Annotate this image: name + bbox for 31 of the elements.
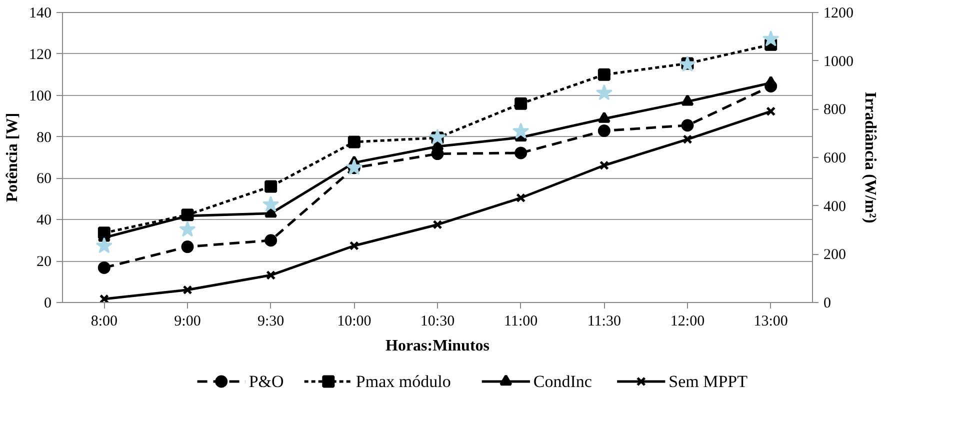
x-tick-label: 8:00 [90,314,118,330]
x-tick-label: 9:30 [258,314,284,330]
y-tick-label: 60 [36,171,52,188]
y2-tick-label: 1200 [824,6,854,22]
legend-label: CondInc [533,372,592,391]
y2-tick-label: 400 [824,198,846,215]
y2-tick-label: 0 [824,296,831,312]
legend-label: Sem MPPT [668,372,748,391]
y2-tick-label: 1000 [824,54,854,70]
y-tick-label: 120 [29,46,52,63]
y-axis-title: Potência [W] [4,112,21,202]
y2-tick-label: 800 [824,102,846,118]
x-tick-label: 9:00 [174,314,201,330]
y-tick-label: 100 [29,88,52,104]
legend-label: P&O [248,372,284,391]
y-tick-label: 80 [36,130,52,146]
x-tick-label: 12:00 [670,314,705,330]
x-tick-label: 10:30 [420,314,455,330]
y-tick-label: 140 [29,6,52,22]
y2-tick-label: 200 [824,247,846,264]
x-tick-label: 11:00 [504,314,538,330]
y-tick-label: 40 [36,212,52,229]
y-tick-label: 0 [44,296,52,312]
x-axis-title: Horas:Minutos [386,338,490,354]
x-tick-label: 10:00 [337,314,372,330]
x-tick-label: 13:00 [754,314,788,330]
y2-tick-label: 600 [824,150,846,166]
y2-axis-title: Irradiância (W/m²) [862,92,878,224]
y-tick-label: 20 [36,254,52,270]
x-tick-label: 11:30 [587,314,621,330]
legend-label: Pmax módulo [356,372,451,391]
